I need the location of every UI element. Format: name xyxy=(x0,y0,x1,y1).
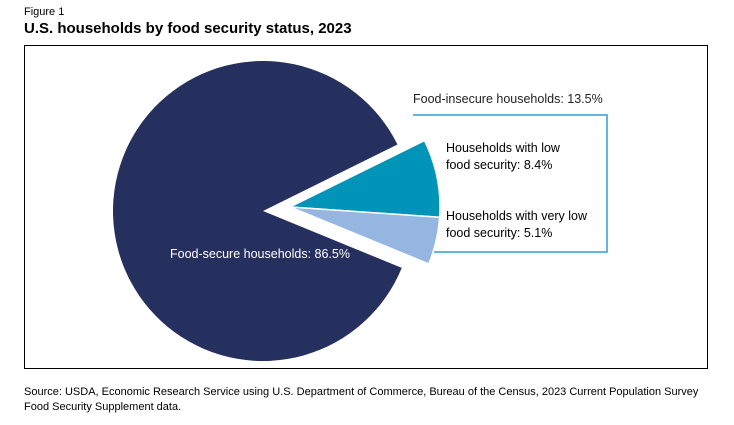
chart-title: U.S. households by food security status,… xyxy=(24,20,352,37)
figure-label: Figure 1 xyxy=(24,6,65,18)
low-food-security-label-line: food security: 8.4% xyxy=(446,158,552,172)
food-secure-label-line: Food-secure households: 86.5% xyxy=(170,247,350,261)
very-low-food-security-label-line: Households with very low xyxy=(446,209,588,223)
food-insecure-bracket xyxy=(413,114,608,253)
low-food-security-label-line: Households with low xyxy=(446,141,561,155)
pie-slice-food-secure xyxy=(112,61,402,362)
very-low-food-security-label-line: food security: 5.1% xyxy=(446,226,552,240)
chart-frame xyxy=(24,45,708,369)
pie-slice-very-low-food-security xyxy=(289,206,441,265)
very-low-food-security-label: Households with very low food security: 5… xyxy=(446,209,588,240)
low-food-security-label: Households with low food security: 8.4% xyxy=(446,141,561,172)
food-insecure-label: Food-insecure households: 13.5% xyxy=(413,92,603,106)
food-secure-label: Food-secure households: 86.5% xyxy=(170,247,350,261)
source-note: Source: USDA, Economic Research Service … xyxy=(24,386,699,413)
